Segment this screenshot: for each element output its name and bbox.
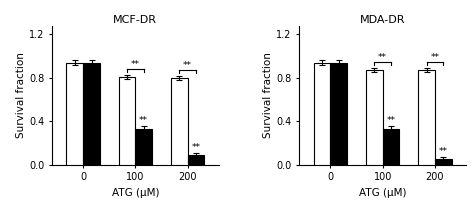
Text: **: ** [378, 53, 387, 62]
Text: **: ** [430, 53, 439, 62]
Y-axis label: Survival fraction: Survival fraction [16, 52, 26, 138]
Text: **: ** [387, 116, 396, 125]
Bar [119, 77, 135, 165]
X-axis label: ATG (μM): ATG (μM) [112, 188, 159, 198]
Bar [366, 70, 383, 165]
Text: **: ** [131, 60, 140, 69]
Bar [331, 63, 347, 165]
Title: MCF-DR: MCF-DR [114, 15, 157, 25]
Bar [418, 70, 435, 165]
Bar [435, 159, 452, 165]
X-axis label: ATG (μM): ATG (μM) [359, 188, 406, 198]
Bar [171, 78, 187, 165]
Text: **: ** [439, 147, 448, 156]
Text: **: ** [139, 116, 148, 125]
Bar [314, 63, 331, 165]
Y-axis label: Survival fraction: Survival fraction [263, 52, 273, 138]
Bar [187, 155, 204, 165]
Text: **: ** [183, 61, 192, 70]
Title: MDA-DR: MDA-DR [360, 15, 406, 25]
Bar [83, 63, 100, 165]
Text: **: ** [191, 143, 201, 152]
Bar [66, 63, 83, 165]
Bar [383, 129, 399, 165]
Bar [135, 129, 152, 165]
